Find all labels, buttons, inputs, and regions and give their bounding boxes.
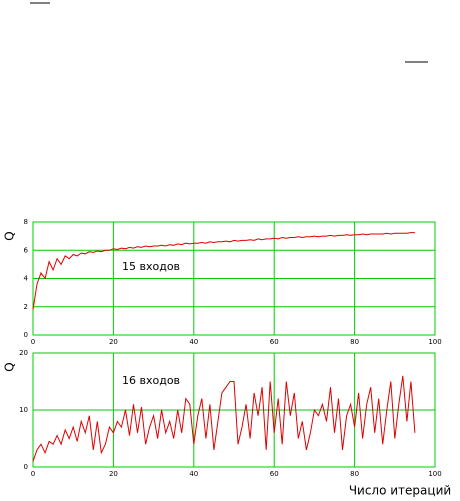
x-tick-label: 60 <box>270 338 279 346</box>
x-tick-label: 0 <box>31 338 35 346</box>
x-tick-label: 100 <box>428 338 441 346</box>
y-tick-label: 0 <box>24 463 28 471</box>
annotation: 16 входов <box>122 374 180 387</box>
x-tick-label: 40 <box>189 470 198 478</box>
y-axis-label: Q <box>3 231 17 240</box>
y-tick-label: 0 <box>24 331 28 339</box>
y-tick-label: 20 <box>19 349 28 357</box>
y-axis-label: Q <box>3 362 17 371</box>
y-tick-label: 10 <box>19 406 28 414</box>
data-line <box>32 232 415 310</box>
data-line <box>32 375 416 462</box>
x-tick-label: 40 <box>189 338 198 346</box>
x-tick-label: 100 <box>428 470 441 478</box>
y-tick-label: 4 <box>24 275 29 283</box>
x-tick-label: 20 <box>109 470 118 478</box>
x-tick-label: 0 <box>31 470 35 478</box>
x-tick-label: 20 <box>109 338 118 346</box>
y-tick-label: 6 <box>24 246 29 254</box>
x-tick-label: 80 <box>350 338 359 346</box>
x-tick-label: 80 <box>350 470 359 478</box>
annotation: 15 входов <box>122 260 180 273</box>
y-tick-label: 2 <box>24 303 28 311</box>
y-tick-label: 8 <box>24 218 28 226</box>
x-tick-label: 60 <box>270 470 279 478</box>
x-axis-label: Число итераций <box>349 484 451 498</box>
